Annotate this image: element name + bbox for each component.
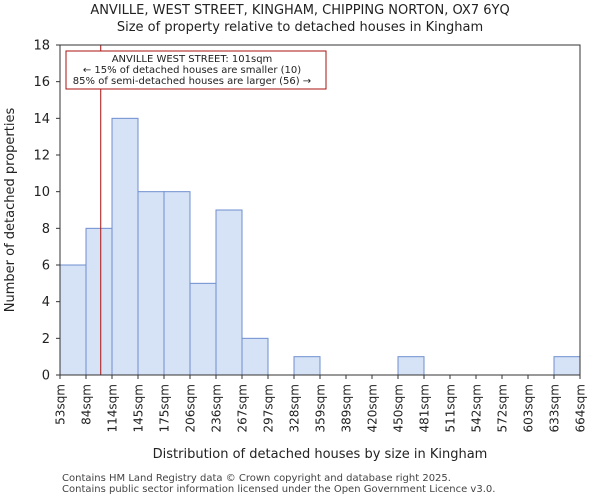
bar-53sqm [59, 264, 87, 376]
axes-group: 0 2 4 6 8 10 12 14 16 18 53sqm 84sqm 114sqm 145sqm 175… [3, 39, 588, 463]
x-tick-label: 267sqm [236, 384, 250, 432]
y-tick-label: 10 [33, 185, 50, 200]
x-tick-label: 175sqm [158, 384, 172, 432]
y-tick-label: 18 [33, 39, 50, 54]
annotation-group: ANVILLE WEST STREET: 101sqm← 15% of deta… [65, 50, 327, 90]
x-tick-label: 297sqm [262, 384, 276, 432]
y-tick-label: 6 [42, 259, 50, 274]
bar-145sqm [137, 191, 165, 376]
x-axis-label: Distribution of detached houses by size … [153, 447, 488, 462]
bar-633sqm [553, 356, 581, 376]
chart-title: ANVILLE, WEST STREET, KINGHAM, CHIPPING … [90, 3, 510, 18]
annotation-line-3: 85% of semi-detached houses are larger (… [73, 76, 311, 87]
y-tick-label: 8 [42, 222, 50, 237]
bar-450sqm [397, 356, 425, 376]
x-tick-label: 542sqm [470, 384, 484, 432]
x-tick-label: 53sqm [54, 384, 68, 425]
y-tick-label: 2 [42, 332, 50, 347]
annotation-line-2: ← 15% of detached houses are smaller (10… [83, 65, 301, 76]
x-tick-label: 206sqm [184, 384, 198, 432]
y-tick-label: 14 [33, 112, 50, 127]
chart-subtitle: Size of property relative to detached ho… [116, 20, 484, 35]
x-tick-label: 328sqm [288, 384, 302, 432]
bar-84sqm [85, 227, 113, 376]
x-tick-label: 420sqm [366, 384, 380, 432]
bar-114sqm [111, 117, 139, 376]
footer-line-2: Contains public sector information licen… [62, 484, 496, 495]
x-tick-label: 633sqm [548, 384, 562, 432]
x-tick-label: 359sqm [314, 384, 328, 432]
bars-group [59, 117, 581, 376]
x-tick-label: 389sqm [340, 384, 354, 432]
bar-206sqm [189, 282, 217, 376]
bar-328sqm [293, 356, 321, 376]
annotation-line-1: ANVILLE WEST STREET: 101sqm [112, 54, 273, 65]
y-tick-label: 12 [33, 149, 50, 164]
x-tick-label: 114sqm [106, 384, 120, 432]
bar-236sqm [215, 209, 243, 376]
y-axis-label: Number of detached properties [3, 108, 18, 313]
annotation-box [65, 50, 327, 90]
x-tick-label: 664sqm [574, 384, 588, 432]
y-tick-label: 16 [33, 75, 50, 90]
x-tick-label: 84sqm [80, 384, 94, 425]
x-tick-label: 145sqm [132, 384, 146, 432]
bar-175sqm [163, 191, 191, 376]
x-tick-label: 236sqm [210, 384, 224, 432]
footer-line-1: Contains HM Land Registry data © Crown c… [62, 473, 451, 484]
bar-267sqm [241, 337, 269, 376]
x-tick-label: 511sqm [444, 384, 458, 432]
x-tick-label: 603sqm [522, 384, 536, 432]
x-tick-label: 572sqm [496, 384, 510, 432]
x-tick-label: 450sqm [392, 384, 406, 432]
y-tick-label: 0 [42, 369, 50, 384]
x-tick-label: 481sqm [418, 384, 432, 432]
y-tick-label: 4 [42, 295, 50, 310]
